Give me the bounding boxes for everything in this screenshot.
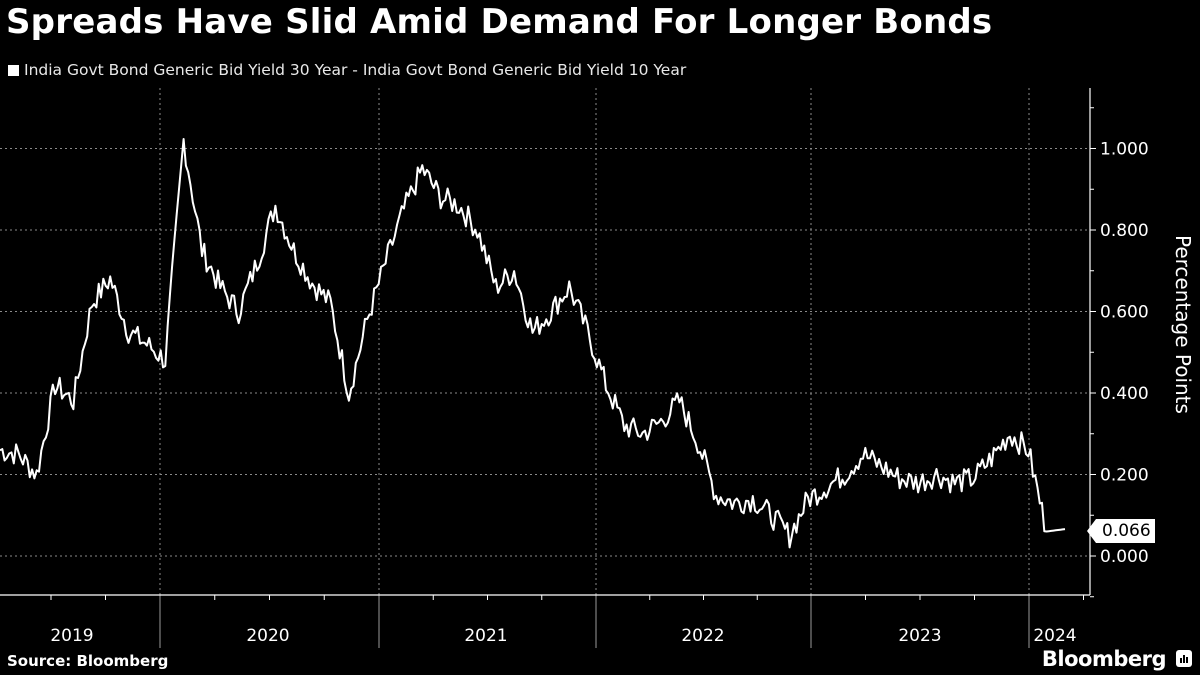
y-tick-label: 0.200 <box>1100 466 1149 486</box>
y-tick-label: 1.000 <box>1100 140 1149 160</box>
y-axis-label: Percentage Points <box>1171 235 1195 414</box>
bloomberg-chart-icon <box>1176 650 1192 667</box>
x-axis-ticks: 2019 2020 2021 2022 2023 2024 <box>50 626 1076 646</box>
bloomberg-logo: Bloomberg <box>1041 647 1167 671</box>
last-value-tag: 0.066 <box>1087 519 1155 543</box>
x-tick-label: 2022 <box>681 626 724 646</box>
source-note: Source: Bloomberg <box>7 652 169 670</box>
spread-line <box>0 138 1066 549</box>
x-tick-label: 2021 <box>464 626 507 646</box>
x-tick-label: 2019 <box>50 626 93 646</box>
x-tick-label: 2020 <box>246 626 289 646</box>
x-tick-label: 2024 <box>1033 626 1076 646</box>
legend-label: India Govt Bond Generic Bid Yield 30 Yea… <box>24 61 687 79</box>
y-tick-label: 0.400 <box>1100 384 1149 404</box>
x-tick-label: 2023 <box>898 626 941 646</box>
y-tick-label: 0.600 <box>1100 303 1149 323</box>
gridlines <box>0 88 1090 595</box>
y-axis-ticks: 1.000 0.800 0.600 0.400 0.200 0.000 <box>1100 140 1149 568</box>
axes <box>0 88 1096 648</box>
y-tick-label: 0.800 <box>1100 221 1149 241</box>
legend-swatch-icon <box>8 64 19 76</box>
chart-title: Spreads Have Slid Amid Demand For Longer… <box>6 2 993 42</box>
y-tick-label: 0.000 <box>1100 547 1149 567</box>
legend: India Govt Bond Generic Bid Yield 30 Yea… <box>8 61 686 79</box>
